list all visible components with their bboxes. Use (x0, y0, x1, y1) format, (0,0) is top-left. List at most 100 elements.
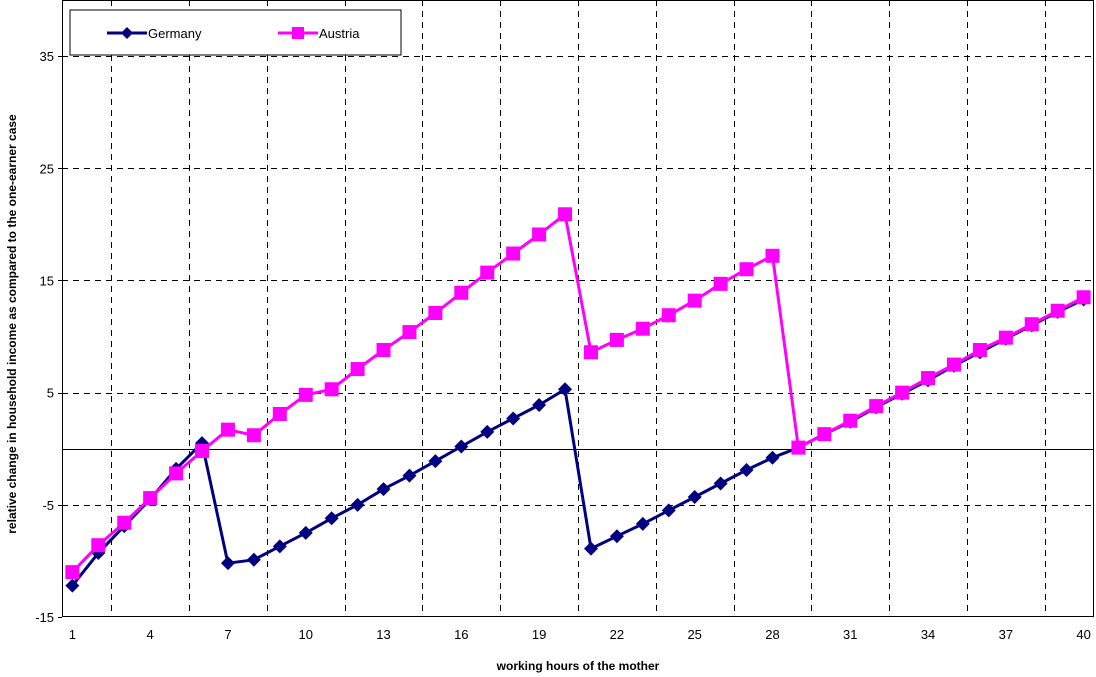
data-point-austria (272, 406, 287, 421)
data-point-germany (298, 525, 313, 540)
data-point-austria (791, 440, 806, 455)
data-point-austria (117, 515, 132, 530)
data-point-austria (298, 387, 313, 402)
data-point-germany (402, 468, 417, 483)
data-point-austria (739, 262, 754, 277)
data-point-austria (195, 443, 210, 458)
x-axis-ticks: 1 4 7 10 13 16 19 22 25 28 31 34 37 40 (69, 627, 1091, 642)
x-tick-label: 31 (843, 627, 857, 642)
data-point-austria (661, 308, 676, 323)
data-point-germany (635, 516, 650, 531)
x-tick-label: 40 (1076, 627, 1090, 642)
legend-label-germany: Germany (148, 26, 202, 41)
data-point-austria (350, 362, 365, 377)
data-point-austria (895, 385, 910, 400)
x-tick-label: 22 (610, 627, 624, 642)
data-point-austria (506, 246, 521, 261)
data-point-austria (480, 265, 495, 280)
data-point-austria (246, 428, 261, 443)
data-point-germany (713, 476, 728, 491)
data-point-germany (583, 541, 598, 556)
legend-marker-germany (121, 27, 133, 39)
data-point-austria (324, 382, 339, 397)
data-point-austria (91, 538, 106, 553)
data-point-austria (1024, 317, 1039, 332)
legend-marker-austria (292, 27, 304, 39)
data-point-germany (65, 578, 80, 593)
data-point-austria (972, 343, 987, 358)
data-point-austria (376, 343, 391, 358)
y-tick-label: 15 (40, 273, 54, 288)
data-point-germany (765, 450, 780, 465)
legend-label-austria: Austria (319, 26, 360, 41)
y-tick-label: -5 (42, 498, 54, 513)
data-point-austria (558, 207, 573, 222)
y-tick-label: -15 (35, 610, 54, 625)
data-point-germany (324, 511, 339, 526)
data-point-germany (609, 529, 624, 544)
data-point-germany (739, 463, 754, 478)
data-point-austria (765, 248, 780, 263)
x-tick-label: 34 (921, 627, 935, 642)
data-point-austria (687, 293, 702, 308)
series-austria (65, 207, 1091, 580)
data-point-germany (687, 489, 702, 504)
data-point-austria (843, 413, 858, 428)
y-axis-title: relative change in household income as c… (5, 114, 19, 534)
data-point-austria (169, 466, 184, 481)
data-point-germany (246, 552, 261, 567)
data-point-austria (143, 491, 158, 506)
x-tick-label: 1 (69, 627, 76, 642)
data-point-germany (480, 424, 495, 439)
x-tick-label: 16 (454, 627, 468, 642)
data-point-austria (428, 305, 443, 320)
grid (62, 0, 1094, 617)
plot-area (62, 0, 1094, 617)
data-point-germany (428, 454, 443, 469)
data-point-austria (532, 227, 547, 242)
data-point-germany (506, 411, 521, 426)
data-point-germany (532, 397, 547, 412)
data-point-austria (1050, 303, 1065, 318)
series-line-austria (71, 212, 1085, 574)
x-tick-label: 13 (376, 627, 390, 642)
x-axis-title: working hours of the mother (496, 659, 660, 673)
data-point-austria (713, 276, 728, 291)
y-tick-label: 5 (47, 386, 54, 401)
x-tick-label: 19 (532, 627, 546, 642)
data-point-austria (402, 325, 417, 340)
legend-entry-germany: Germany (107, 26, 202, 41)
data-point-germany (376, 482, 391, 497)
x-tick-label: 4 (147, 627, 154, 642)
data-point-austria (583, 345, 598, 360)
y-axis-ticks: -15 -5 5 15 25 35 (35, 49, 62, 625)
data-point-austria (65, 565, 80, 580)
data-point-germany (350, 497, 365, 512)
x-tick-label: 28 (765, 627, 779, 642)
data-point-austria (817, 427, 832, 442)
data-point-germany (558, 382, 573, 397)
y-tick-label: 35 (40, 49, 54, 64)
data-point-austria (946, 357, 961, 372)
data-point-germany (661, 503, 676, 518)
x-tick-label: 25 (687, 627, 701, 642)
data-point-germany (272, 539, 287, 554)
data-point-austria (220, 422, 235, 437)
series-layer (65, 207, 1091, 593)
y-tick-label: 25 (40, 161, 54, 176)
data-point-austria (635, 321, 650, 336)
x-tick-label: 37 (999, 627, 1013, 642)
data-point-austria (921, 371, 936, 386)
data-point-germany (454, 439, 469, 454)
data-point-austria (454, 285, 469, 300)
legend: Germany Austria (69, 9, 402, 56)
legend-entry-austria: Austria (278, 26, 360, 41)
data-point-austria (1076, 290, 1091, 305)
x-tick-label: 10 (299, 627, 313, 642)
data-point-germany (220, 556, 235, 571)
data-point-austria (869, 399, 884, 414)
x-tick-label: 7 (224, 627, 231, 642)
data-point-austria (609, 332, 624, 347)
data-point-austria (998, 330, 1013, 345)
